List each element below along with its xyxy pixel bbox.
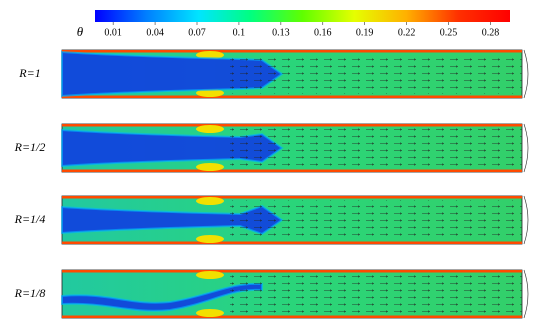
cold-core [62, 283, 262, 311]
hot-spot [196, 271, 224, 279]
colorbar-tick-label: 0.16 [314, 27, 332, 38]
wall-hot [62, 270, 522, 273]
colorbar-tick-label: 0.22 [398, 27, 416, 38]
hot-spot [196, 309, 224, 317]
colorbar-tick-label: 0.25 [440, 27, 458, 38]
wall-hot [62, 196, 522, 199]
hot-spot [196, 235, 224, 243]
colorbar-tick-label: 0.28 [482, 27, 500, 38]
outlet-profile [523, 49, 529, 99]
hot-spot [196, 197, 224, 205]
colorbar-tick-label: 0.19 [356, 27, 374, 38]
colorbar-tick-label: 0.01 [104, 27, 122, 38]
panel: R=1/8 [14, 269, 529, 319]
colorbar-tick-label: 0.1 [233, 27, 246, 38]
hot-spot [196, 89, 224, 97]
wall-hot [62, 50, 522, 53]
hot-spot [196, 125, 224, 133]
colorbar-tick-label: 0.04 [146, 27, 164, 38]
panel-label: R=1 [18, 66, 40, 80]
velocity-vectors [230, 274, 522, 314]
velocity-vectors [230, 128, 522, 168]
wall-hot [62, 315, 522, 318]
outlet-profile [523, 195, 529, 245]
wall-hot [62, 169, 522, 172]
wall-hot [62, 241, 522, 244]
wall-hot [62, 95, 522, 98]
outlet-profile [523, 269, 529, 319]
panel-label: R=1/4 [14, 212, 46, 226]
cold-core [62, 130, 282, 166]
colorbar-label: θ [77, 24, 84, 39]
velocity-vectors [230, 200, 522, 240]
hot-spot [196, 163, 224, 171]
panel-label: R=1/8 [14, 286, 46, 300]
colorbar [95, 10, 510, 22]
panel: R=1 [18, 49, 529, 99]
panel-label: R=1/2 [14, 140, 46, 154]
panel: R=1/2 [14, 123, 529, 173]
hot-spot [196, 51, 224, 59]
cold-core [62, 52, 282, 96]
panel: R=1/4 [14, 195, 529, 245]
colorbar-tick-label: 0.13 [272, 27, 290, 38]
velocity-vectors [230, 54, 522, 94]
wall-hot [62, 124, 522, 127]
cold-core [62, 206, 282, 234]
colorbar-tick-label: 0.07 [188, 27, 206, 38]
outlet-profile [523, 123, 529, 173]
